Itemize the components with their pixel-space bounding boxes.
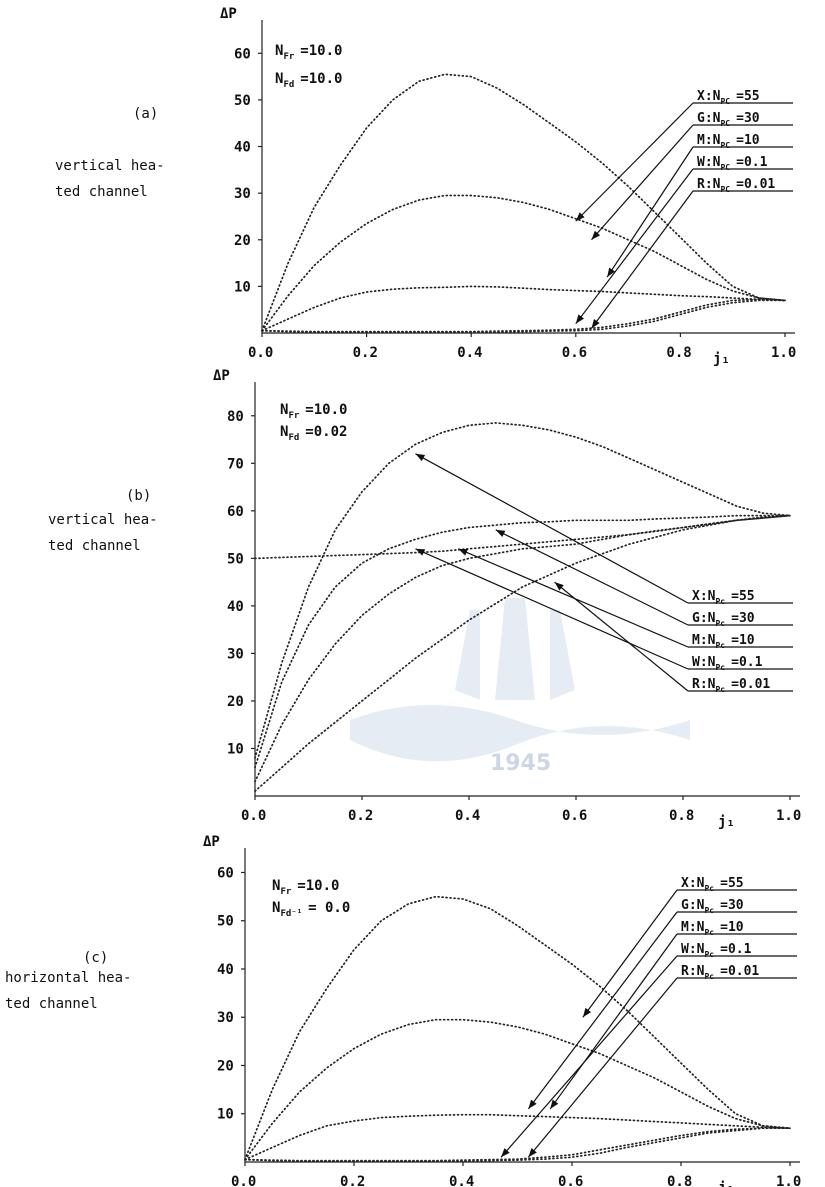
y-tick-label: 50 (227, 551, 244, 567)
y-tick-label: 50 (234, 93, 251, 109)
parameter-label: NFd =0.02 (280, 424, 347, 443)
x-tick-label: 0.4 (457, 345, 482, 361)
x-tick-label: 0.6 (558, 1174, 583, 1187)
y-tick-label: 10 (217, 1107, 234, 1123)
y-tick-label: 80 (227, 409, 244, 425)
arrow-head-icon (528, 1100, 536, 1109)
y-axis-label: ΔP (203, 834, 220, 850)
watermark-year: 1945 (490, 751, 551, 776)
series-line-m (245, 1115, 790, 1160)
x-tick-label: 0.6 (562, 808, 587, 824)
x-axis-label: j₁ (718, 1180, 735, 1187)
channel-description: vertical hea- (55, 158, 165, 174)
y-tick-label: 40 (234, 140, 251, 156)
x-tick-label: 0.2 (348, 808, 373, 824)
y-tick-label: 60 (234, 46, 251, 62)
watermark-emblem-center (495, 598, 535, 700)
arrow-head-icon (583, 1008, 591, 1017)
y-tick-label: 30 (227, 646, 244, 662)
panel-label: (a) (133, 106, 158, 122)
arrow-head-icon (550, 1100, 558, 1109)
x-tick-label: 0.4 (455, 808, 480, 824)
arrow-head-icon (458, 549, 468, 556)
legend-leader-line (550, 934, 677, 1109)
x-tick-label: 0.0 (231, 1174, 256, 1187)
legend-leader-line (591, 125, 693, 240)
arrow-head-icon (416, 549, 426, 556)
y-tick-label: 10 (234, 279, 251, 295)
watermark-emblem-left (455, 610, 480, 700)
legend-leader-line (416, 454, 689, 603)
channel-description: horizontal hea- (5, 970, 131, 986)
series-line-w (262, 299, 785, 331)
channel-description: vertical hea- (48, 512, 158, 528)
parameter-label: NFd =10.0 (275, 71, 342, 90)
x-tick-label: 0.8 (669, 808, 694, 824)
y-axis-label: ΔP (213, 368, 230, 384)
y-tick-label: 40 (227, 599, 244, 615)
y-axis-label: ΔP (220, 6, 237, 22)
y-tick-label: 30 (217, 1010, 234, 1026)
channel-description: ted channel (55, 184, 148, 200)
x-tick-label: 1.0 (776, 1174, 801, 1187)
y-tick-label: 20 (227, 694, 244, 710)
legend-leader-line (576, 103, 693, 221)
arrow-head-icon (416, 454, 426, 461)
arrow-head-icon (496, 530, 506, 537)
legend-leader-line (607, 147, 693, 277)
x-tick-label: 0.0 (248, 345, 273, 361)
x-tick-label: 1.0 (771, 345, 796, 361)
panel-label: (c) (83, 950, 108, 966)
arrow-head-icon (576, 314, 584, 323)
x-axis-label: j₁ (718, 814, 735, 830)
x-tick-label: 0.2 (353, 345, 378, 361)
parameter-label: NFr =10.0 (272, 878, 339, 897)
y-tick-label: 50 (217, 914, 234, 930)
x-tick-label: 0.8 (667, 1174, 692, 1187)
y-tick-label: 60 (217, 865, 234, 881)
x-tick-label: 0.6 (562, 345, 587, 361)
series-line-r (245, 1128, 790, 1161)
y-tick-label: 60 (227, 504, 244, 520)
parameter-label: NFd⁻¹ = 0.0 (272, 900, 350, 919)
legend-leader-line (555, 582, 688, 691)
y-tick-label: 70 (227, 456, 244, 472)
chart-panel-c: ΔP 10 20 30 40 50 60 0.0 0.2 0.4 0.6 0.8 1.0 j₁ (c) hor… (5, 834, 801, 1187)
legend-leader-line (528, 912, 677, 1109)
parameter-label: NFr =10.0 (280, 402, 347, 421)
x-tick-label: 1.0 (776, 808, 801, 824)
watermark-emblem-right (550, 610, 575, 700)
series-line-g (262, 196, 785, 331)
x-axis-label: j₁ (713, 351, 730, 367)
series-line-r (262, 300, 785, 332)
watermark-seal: 1945 (350, 598, 690, 776)
x-tick-label: 0.2 (340, 1174, 365, 1187)
y-tick-label: 40 (217, 962, 234, 978)
y-tick-label: 20 (234, 233, 251, 249)
legend-leader-line (528, 978, 677, 1157)
series-line-m (262, 286, 785, 330)
panel-label: (b) (126, 488, 151, 504)
chart-panel-a: ΔP 10 20 30 40 50 60 0.0 0.2 0.4 0.6 0.8 1.0 j₁ (a) ver… (55, 6, 796, 367)
axes (245, 848, 800, 1162)
x-tick-label: 0.4 (449, 1174, 474, 1187)
channel-description: ted channel (5, 996, 98, 1012)
arrow-head-icon (607, 268, 615, 277)
y-tick-label: 10 (227, 741, 244, 757)
legend-leader-line (591, 191, 693, 328)
legend-leader-line (576, 169, 693, 324)
series-line-m (255, 516, 790, 559)
y-tick-label: 30 (234, 186, 251, 202)
legend-leader-line (501, 956, 677, 1157)
channel-description: ted channel (48, 538, 141, 554)
x-tick-label: 0.8 (666, 345, 691, 361)
y-tick-label: 20 (217, 1058, 234, 1074)
x-tick-label: 0.0 (241, 808, 266, 824)
parameter-label: NFr =10.0 (275, 43, 342, 62)
